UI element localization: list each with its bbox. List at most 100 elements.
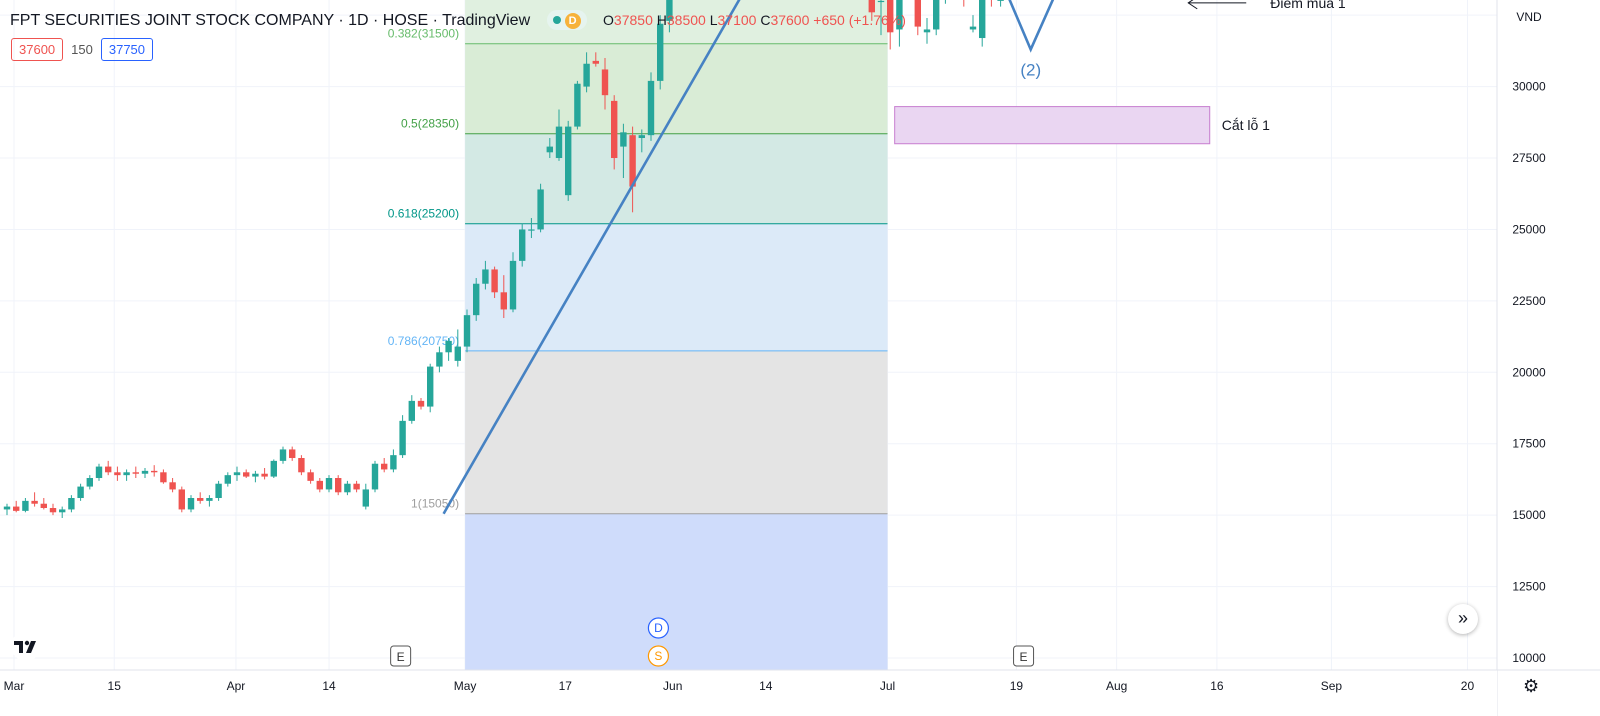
- candle: [896, 0, 903, 47]
- candle-body: [252, 473, 259, 477]
- time-tick-label: 20: [1461, 679, 1475, 693]
- candle: [877, 0, 885, 36]
- candle-body: [59, 509, 66, 513]
- tradingview-logo-icon[interactable]: [10, 632, 42, 660]
- candle-body: [473, 283, 480, 316]
- candle: [59, 506, 66, 519]
- time-tick-label: Jul: [880, 679, 895, 693]
- market-status-pill[interactable]: D: [546, 10, 587, 30]
- candle-body: [519, 229, 526, 261]
- candle: [3, 503, 11, 516]
- price-tick-label: 30000: [1512, 80, 1546, 94]
- candle-body: [353, 483, 360, 490]
- candle-body: [417, 400, 425, 407]
- candle: [997, 0, 1004, 7]
- event-symbol: S: [654, 649, 662, 663]
- candle-body: [141, 470, 149, 474]
- candle: [979, 0, 986, 47]
- time-tick-label: Apr: [227, 679, 246, 693]
- candle: [362, 483, 369, 510]
- fib-zone: [465, 350, 888, 514]
- time-tick-label: 16: [1210, 679, 1224, 693]
- candle-body: [491, 269, 498, 293]
- order-quantity[interactable]: 150: [71, 42, 93, 57]
- candle-body: [261, 473, 268, 477]
- currency-label: VND: [1516, 10, 1542, 24]
- candle: [500, 275, 507, 319]
- candle: [555, 109, 563, 161]
- candle-body: [77, 486, 84, 499]
- candle-body: [657, 23, 664, 81]
- candle-body: [574, 83, 581, 127]
- candle-body: [169, 482, 176, 490]
- candle: [390, 449, 397, 473]
- price-tick-label: 15000: [1512, 508, 1546, 522]
- candle-body: [123, 472, 130, 476]
- candle-body: [362, 489, 369, 507]
- candle: [528, 218, 535, 239]
- candle: [105, 460, 112, 476]
- price-tick-label: 17500: [1512, 437, 1546, 451]
- price-tick-label: 12500: [1512, 580, 1546, 594]
- candle-body: [49, 508, 57, 513]
- candle-body: [592, 60, 599, 64]
- candle-body: [647, 80, 655, 136]
- candle: [509, 252, 517, 313]
- candle-body: [436, 352, 443, 367]
- candle-body: [620, 132, 627, 147]
- candle: [565, 120, 572, 201]
- candle-body: [307, 472, 314, 481]
- candle: [482, 260, 489, 290]
- sell-price-button[interactable]: 37600: [11, 38, 64, 61]
- buy-price-button[interactable]: 37750: [100, 38, 154, 61]
- candle: [95, 463, 103, 481]
- candle: [224, 472, 231, 487]
- candle: [86, 475, 93, 490]
- candle: [445, 338, 452, 361]
- market-open-dot-icon: [552, 16, 561, 24]
- wave-label: (2): [1020, 60, 1041, 79]
- candle: [132, 466, 139, 479]
- candle-body: [399, 420, 406, 456]
- candle: [187, 495, 195, 513]
- chevron-double-right-icon: »: [1457, 608, 1468, 628]
- fibonacci-retracement: [465, 0, 888, 670]
- chart-header: FPT SECURITIES JOINT STOCK COMPANY · 1D …: [10, 10, 906, 30]
- candle: [933, 0, 940, 36]
- time-tick-label: May: [454, 679, 477, 693]
- settings-gear-icon[interactable]: ⚙: [1523, 676, 1540, 696]
- candle: [666, 0, 673, 33]
- symbol-title[interactable]: FPT SECURITIES JOINT STOCK COMPANY · 1D …: [10, 12, 531, 29]
- candle-body: [601, 69, 609, 96]
- candle: [141, 468, 149, 479]
- candle: [463, 309, 471, 353]
- candle: [990, 0, 992, 7]
- candle-body: [325, 478, 333, 490]
- open-value: 37850: [613, 12, 653, 28]
- candle-body: [868, 0, 875, 13]
- candle: [657, 15, 664, 90]
- scroll-to-realtime-button[interactable]: »: [1448, 604, 1478, 634]
- candle-body: [95, 466, 103, 479]
- candle-body: [933, 0, 940, 30]
- order-panel: 37600 150 37750: [11, 38, 154, 61]
- fib-level-label: 0.786(20750): [388, 334, 459, 348]
- candle: [887, 0, 894, 50]
- candle: [868, 0, 875, 21]
- fib-zone: [465, 513, 888, 670]
- fib-level-label: 0.5(28350): [401, 117, 459, 131]
- price-tick-label: 20000: [1512, 365, 1546, 379]
- candle: [270, 459, 277, 479]
- candle-body: [197, 498, 204, 501]
- candle: [546, 138, 553, 159]
- candle-body: [279, 449, 287, 461]
- candle-body: [463, 315, 471, 347]
- candle-body: [454, 346, 461, 361]
- candle-body: [335, 478, 342, 493]
- candle-body: [233, 472, 241, 476]
- candle-body: [114, 472, 121, 476]
- fib-level-label: 0.618(25200): [388, 207, 459, 221]
- candle: [197, 492, 204, 504]
- candle: [583, 52, 590, 93]
